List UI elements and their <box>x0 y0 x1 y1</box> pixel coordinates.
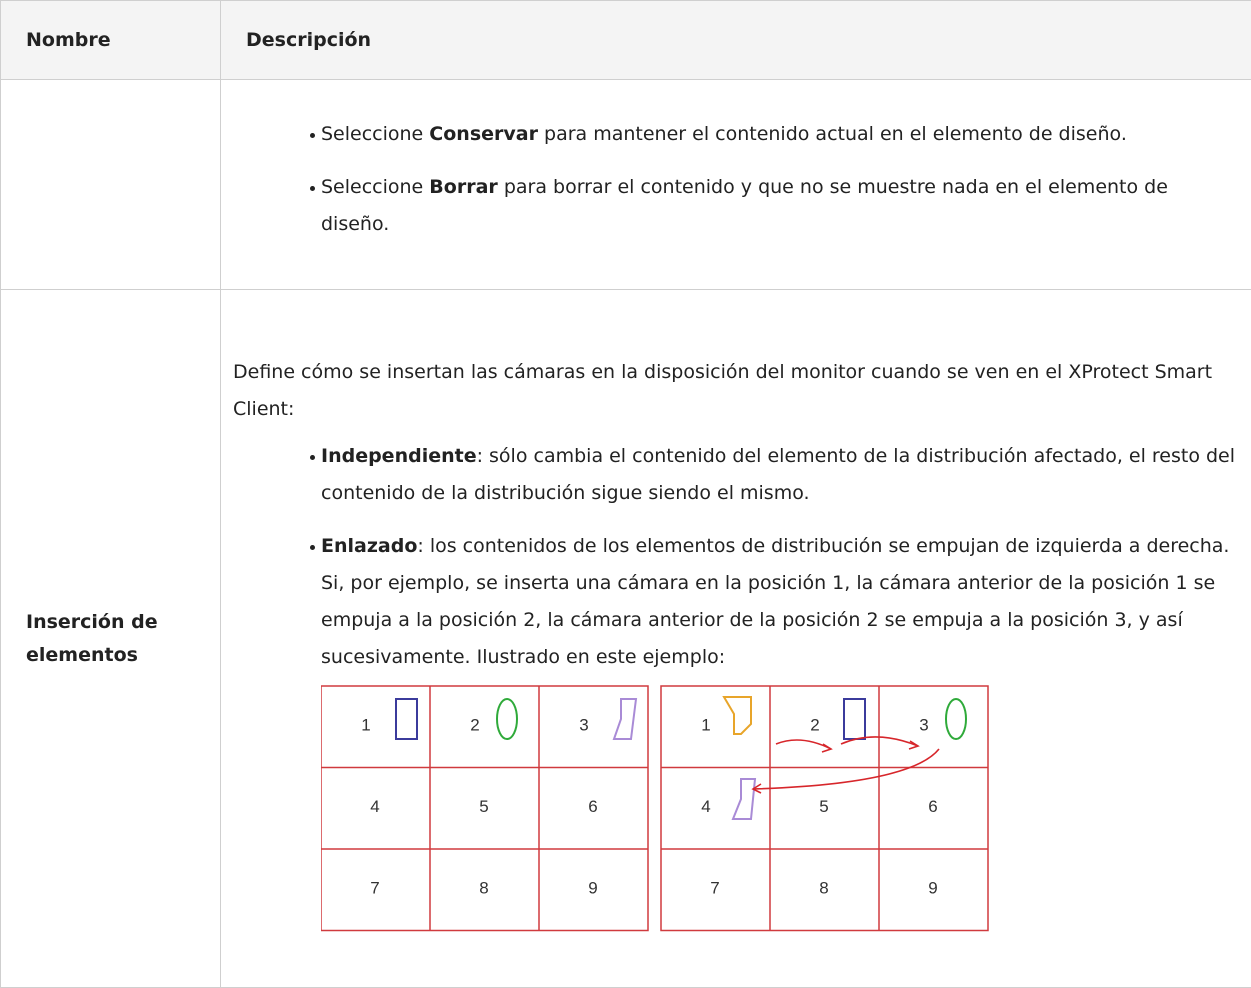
bullet-list: Independiente: sólo cambia el contenido … <box>233 438 1237 676</box>
header-cell: Descripción <box>220 0 1251 80</box>
figure: 1 2 3 4 5 6 7 8 9 1 2 3 4 5 6 7 8 9 <box>321 684 989 931</box>
camera-shape <box>945 697 967 740</box>
cell-number: 4 <box>701 796 710 815</box>
cell-number: 6 <box>928 796 937 815</box>
cell-number: 1 <box>361 715 370 734</box>
text: Seleccione <box>321 123 424 145</box>
grid-lines <box>321 684 989 931</box>
arrow <box>752 747 940 790</box>
text: : los contenidos de los elementos de dis… <box>321 534 1230 668</box>
term: Borrar <box>429 176 498 198</box>
camera-shape <box>731 777 757 820</box>
bullet-list: Seleccione Conservar para mantener el co… <box>233 116 1237 243</box>
cell-numbers: 1 2 3 4 5 6 7 8 9 1 2 3 4 5 6 7 8 9 <box>361 715 937 897</box>
term: Independiente <box>321 444 477 467</box>
arrow-head <box>821 742 833 753</box>
cell-number: 5 <box>819 796 828 815</box>
arrow-head <box>908 739 920 750</box>
text: : sólo cambia el contenido del elemento … <box>321 444 1236 504</box>
name-cell <box>0 79 221 290</box>
cell-number: 2 <box>470 715 479 734</box>
header-cell: Nombre <box>0 0 221 80</box>
bullet: Seleccione Borrar para borrar el conteni… <box>310 169 1237 243</box>
bullet: Enlazado: los contenidos de los elemento… <box>310 528 1237 676</box>
desc-cell: Seleccione Conservar para mantener el co… <box>220 79 1251 290</box>
cell-number: 3 <box>579 715 588 734</box>
text: para borrar el contenido y que no se mue… <box>321 176 1168 235</box>
camera-shape <box>395 697 418 740</box>
cell-number: 7 <box>710 878 719 897</box>
camera-shape <box>496 697 518 740</box>
desc-cell: Define cómo se insertan las cámaras en l… <box>220 289 1251 988</box>
cell-number: 5 <box>479 796 488 815</box>
bullet: Independiente: sólo cambia el contenido … <box>310 438 1237 512</box>
cell-number: 6 <box>588 796 597 815</box>
text: para mantener el contenido actual en el … <box>544 123 1127 145</box>
cell-number: 7 <box>370 878 379 897</box>
arrow-head <box>751 782 762 794</box>
intro: Define cómo se insertan las cámaras en l… <box>233 360 1213 420</box>
term: Enlazado <box>321 534 418 557</box>
name-cell: Inserción de elementos <box>0 289 221 988</box>
camera-shape <box>722 695 752 735</box>
grid-frame <box>321 684 649 931</box>
grid-frame <box>660 684 989 931</box>
bullet: Seleccione Conservar para mantener el co… <box>310 116 1237 153</box>
row: Inserción de elementos Define cómo se in… <box>0 289 1251 988</box>
arrow <box>840 735 919 747</box>
cell-number: 4 <box>370 796 379 815</box>
row: Seleccione Conservar para mantener el co… <box>0 79 1251 290</box>
cell-number: 2 <box>810 715 819 734</box>
camera-shape <box>843 697 866 740</box>
arrows <box>751 735 940 794</box>
cell-number: 9 <box>588 878 597 897</box>
cell-number: 9 <box>928 878 937 897</box>
cell-number: 8 <box>479 878 488 897</box>
term: Conservar <box>429 123 538 145</box>
header-row: Nombre Descripción <box>0 0 1251 80</box>
text: Seleccione <box>321 176 424 198</box>
cell-number: 8 <box>819 878 828 897</box>
cell-number: 1 <box>701 715 710 734</box>
camera-shape <box>612 697 638 740</box>
cell-number: 3 <box>919 715 928 734</box>
